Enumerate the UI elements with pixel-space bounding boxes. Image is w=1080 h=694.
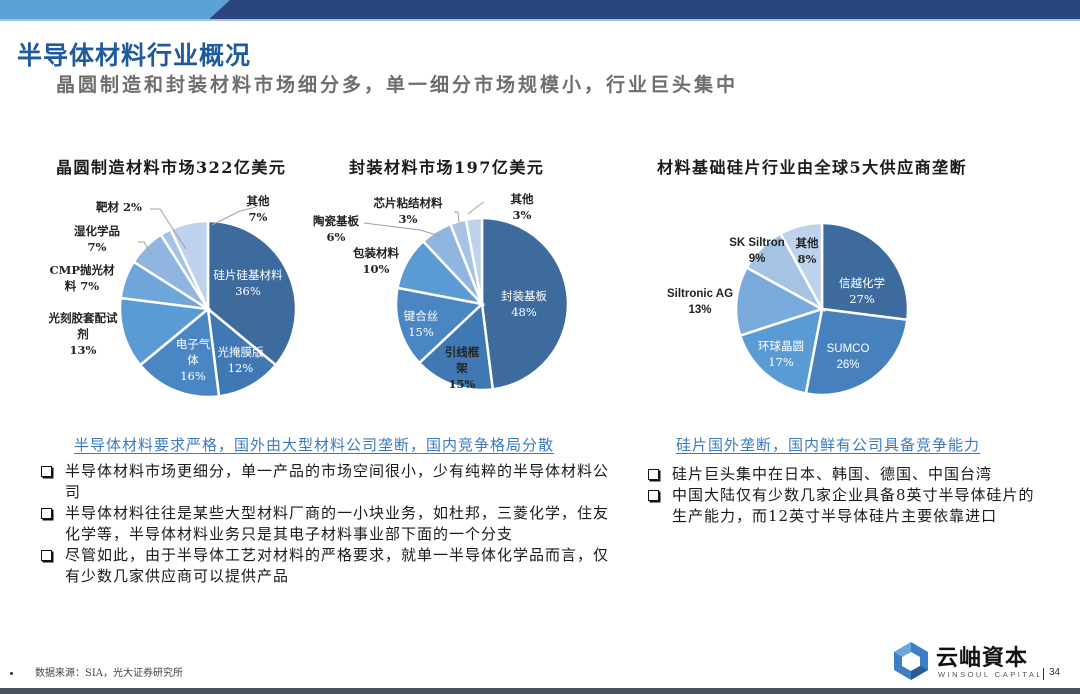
slice-label-shinetsu: 信越化学 27% (839, 276, 885, 306)
slice-label-globalwafers: 环球晶圆 17% (758, 339, 804, 369)
page-subtitle: 晶圆制造和封装材料市场细分多，单一细分市场规模小，行业巨头集中 (56, 74, 739, 96)
pie-slice (394, 286, 485, 365)
bullet-item: 硅片巨头集中在日本、韩国、德国、中国台湾 (645, 464, 1050, 485)
right-section-heading: 硅片国外垄断，国内鲜有公司具备竞争能力 (676, 436, 981, 454)
pie-slice (820, 221, 910, 322)
slice-label-target: 靶材 2% (96, 200, 142, 214)
bullet-item: 尽管如此，由于半导体工艺对材料的严格要求，就单一半导体化学品而言，仅有少数几家供… (38, 545, 623, 587)
pie-chart-packaging-materials (394, 216, 570, 392)
pie-slice (804, 307, 909, 397)
page-number-divider (1043, 668, 1044, 680)
slice-label-photoresist: 光刻胶套配试剂 13% (48, 311, 118, 357)
slice-label-siltronic: Siltronic AG 13% (666, 288, 734, 316)
pie-slice (417, 301, 495, 392)
slice-label-photomask: 光掩膜版 12% (217, 345, 264, 375)
slice-label-sumco: SUMCO 26% (826, 343, 870, 371)
pie-chart-silicon-wafer-suppliers (734, 221, 910, 397)
slice-label-sk-siltron: SK Siltron 9% (729, 237, 785, 265)
pie-chart-wafer-materials (118, 219, 298, 399)
chart-title-silicon-wafer: 材料基础硅片行业由全球5大供应商垄断 (657, 158, 968, 177)
header-band-accent (0, 0, 230, 19)
slice-label-other-1: 其他 7% (246, 194, 270, 224)
slice-label-ceramic: 陶瓷基板 6% (313, 214, 359, 244)
pie-slice (206, 219, 298, 367)
data-source-note: 数据来源：SIA，光大证券研究所 (10, 664, 183, 679)
checkbox-bullet-icon (41, 466, 52, 477)
slice-label-gas: 电子气体 16% (175, 337, 211, 383)
bullet-item: 半导体材料往往是某些大型材料厂商的一小块业务，如杜邦，三菱化学，住友化学等，半导… (38, 503, 623, 545)
slice-label-other-3: 其他 8% (795, 236, 819, 266)
logo-name-en: WINSOUL CAPITAL (938, 670, 1044, 679)
slice-label-die-attach: 芯片粘结材料 3% (373, 196, 443, 226)
bullet-dot-icon (10, 672, 13, 675)
bullet-item: 中国大陆仅有少数几家企业具备8英寸半导体硅片的生产能力，而12英寸半导体硅片主要… (645, 485, 1050, 527)
checkbox-bullet-icon (648, 490, 659, 501)
checkbox-bullet-icon (41, 550, 52, 561)
leader-lines-wafer (138, 206, 257, 255)
slice-label-substrate: 封装基板 48% (501, 289, 547, 319)
pie-slice (138, 306, 221, 399)
company-logo: 云岫資本 WINSOUL CAPITAL (890, 638, 1044, 684)
pie-slice (118, 296, 212, 367)
chart-title-wafer-materials: 晶圆制造材料市场322亿美元 (56, 158, 287, 177)
pie-slice (778, 221, 824, 310)
pie-slice (464, 216, 484, 305)
pie-slice (480, 216, 570, 391)
header-band (0, 0, 1080, 19)
slice-label-silicon: 硅片硅基材料 36% (213, 268, 283, 298)
pie-slice (206, 306, 278, 398)
checkbox-bullet-icon (41, 508, 52, 519)
header-divider (0, 19, 1080, 21)
checkbox-bullet-icon (648, 469, 659, 480)
page-number: 34 (1049, 667, 1061, 678)
right-bullet-list: 硅片巨头集中在日本、韩国、德国、中国台湾 中国大陆仅有少数几家企业具备8英寸半导… (645, 464, 1050, 527)
logo-name-cn: 云岫資本 (936, 645, 1029, 671)
chart-title-packaging-materials: 封装材料市场197亿美元 (349, 158, 545, 177)
slice-label-bonding-wire: 键合丝 15% (403, 309, 439, 339)
slice-label-other-2: 其他 3% (510, 192, 534, 222)
pie-slice (168, 219, 210, 310)
slice-label-leadframe: 引线框架 15% (444, 345, 480, 391)
bullet-item: 半导体材料市场更细分，单一产品的市场空间很小，少有纯粹的半导体材料公司 (38, 461, 623, 503)
slice-label-cmp: CMP抛光材料 7% (49, 263, 115, 293)
pie-slice (734, 265, 826, 338)
left-bullet-list: 半导体材料市场更细分，单一产品的市场空间很小，少有纯粹的半导体材料公司 半导体材… (38, 461, 623, 587)
logo-mark-icon (894, 642, 928, 680)
slice-label-packaging: 包装材料 10% (353, 246, 399, 276)
footer-band (0, 688, 1080, 694)
leader-lines-packaging (363, 201, 485, 237)
left-section-heading: 半导体材料要求严格，国外由大型材料公司垄断，国内竞争格局分散 (74, 436, 555, 454)
page-title: 半导体材料行业概况 (17, 41, 252, 70)
slice-label-wet-chem: 湿化学品 7% (74, 224, 120, 254)
